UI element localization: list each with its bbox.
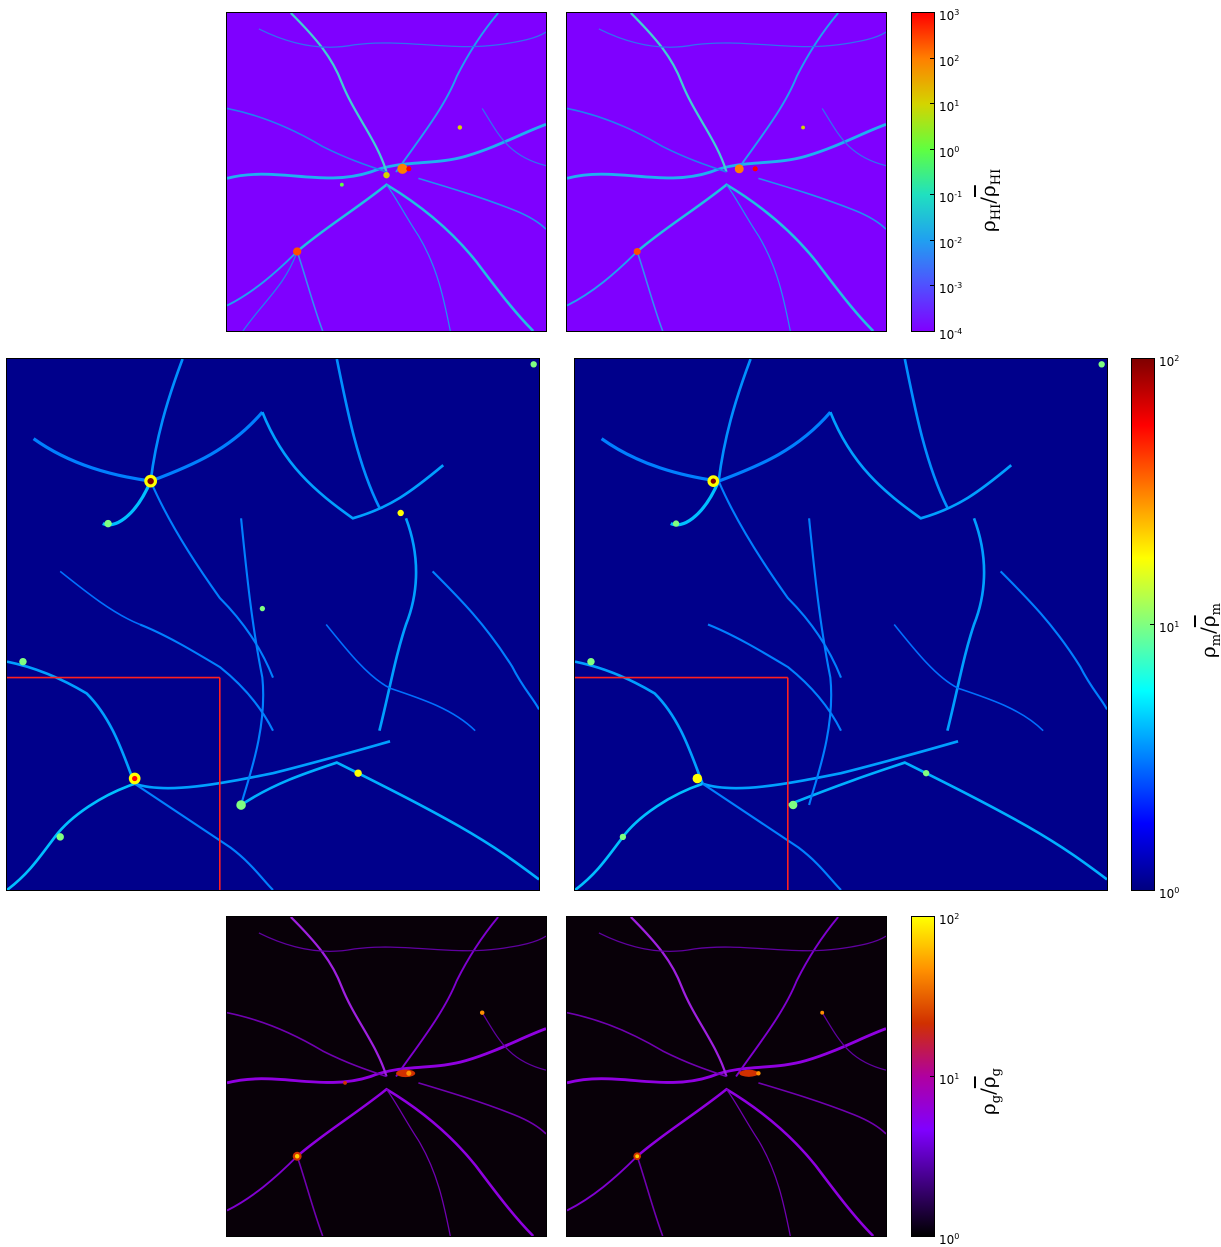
colorbar-tick: [930, 916, 935, 917]
matter-map-right-image: [575, 359, 1107, 890]
hi-colorbar: [911, 12, 935, 332]
colorbar-tick: [930, 1236, 935, 1237]
colorbar-tick: [930, 1076, 935, 1077]
gas-colorbar-label: ρg/ρg: [976, 1068, 1004, 1115]
colorbar-tick: [930, 149, 935, 150]
colorbar-tick-label: 10-1: [939, 190, 963, 205]
colorbar-tick-label: 102: [1159, 354, 1180, 369]
subregion-outline: [575, 676, 789, 890]
colorbar-tick-label: 100: [939, 1232, 960, 1247]
colorbar-tick-label: 103: [939, 8, 960, 23]
colorbar-tick-label: 101: [939, 99, 960, 114]
gas-map-right-image: [567, 917, 886, 1236]
colorbar-tick-label: 10-2: [939, 236, 963, 251]
matter-density-map-left: [6, 358, 540, 891]
filament-network: [227, 917, 546, 1236]
colorbar-tick-label: 100: [939, 145, 960, 160]
gas-map-left-image: [227, 917, 546, 1236]
colorbar-tick-label: 10-3: [939, 281, 963, 296]
colorbar-tick-label: 101: [939, 1072, 960, 1087]
hi-map-left-image: [227, 13, 546, 331]
colorbar-tick: [1150, 624, 1155, 625]
colorbar-tick-label: 102: [939, 54, 960, 69]
matter-colorbar-label: ρm/ρm: [1196, 603, 1221, 658]
hi-colorbar-label: ρHI/ρHI: [976, 168, 1004, 232]
matter-density-map-right: [574, 358, 1108, 891]
colorbar-tick-label: 102: [939, 912, 960, 927]
colorbar-tick: [930, 285, 935, 286]
filament-network: [227, 13, 546, 331]
colorbar-tick: [930, 103, 935, 104]
density-peaks: [293, 125, 463, 256]
colorbar-tick: [930, 194, 935, 195]
density-peaks: [633, 1010, 825, 1161]
colorbar-tick-label: 10-4: [939, 327, 963, 342]
density-peaks: [633, 125, 805, 255]
colorbar-tick: [930, 12, 935, 13]
colorbar-tick-label: 101: [1159, 620, 1180, 635]
subregion-outline: [7, 676, 221, 890]
hi-map-right-image: [567, 13, 886, 331]
filament-network: [567, 13, 886, 331]
halo-peaks: [19, 361, 537, 841]
hi-density-map-right: [566, 12, 887, 332]
gas-density-map-left: [226, 916, 547, 1237]
colorbar-tick: [930, 331, 935, 332]
colorbar-tick-label: 100: [1159, 886, 1180, 901]
colorbar-tick: [1150, 890, 1155, 891]
colorbar-tick: [930, 58, 935, 59]
hi-density-map-left: [226, 12, 547, 332]
halo-peaks: [587, 361, 1105, 841]
filament-network: [567, 917, 886, 1236]
gas-density-map-right: [566, 916, 887, 1237]
density-peaks: [292, 1010, 485, 1161]
colorbar-tick: [930, 240, 935, 241]
colorbar-tick: [1150, 358, 1155, 359]
matter-map-left-image: [7, 359, 539, 890]
